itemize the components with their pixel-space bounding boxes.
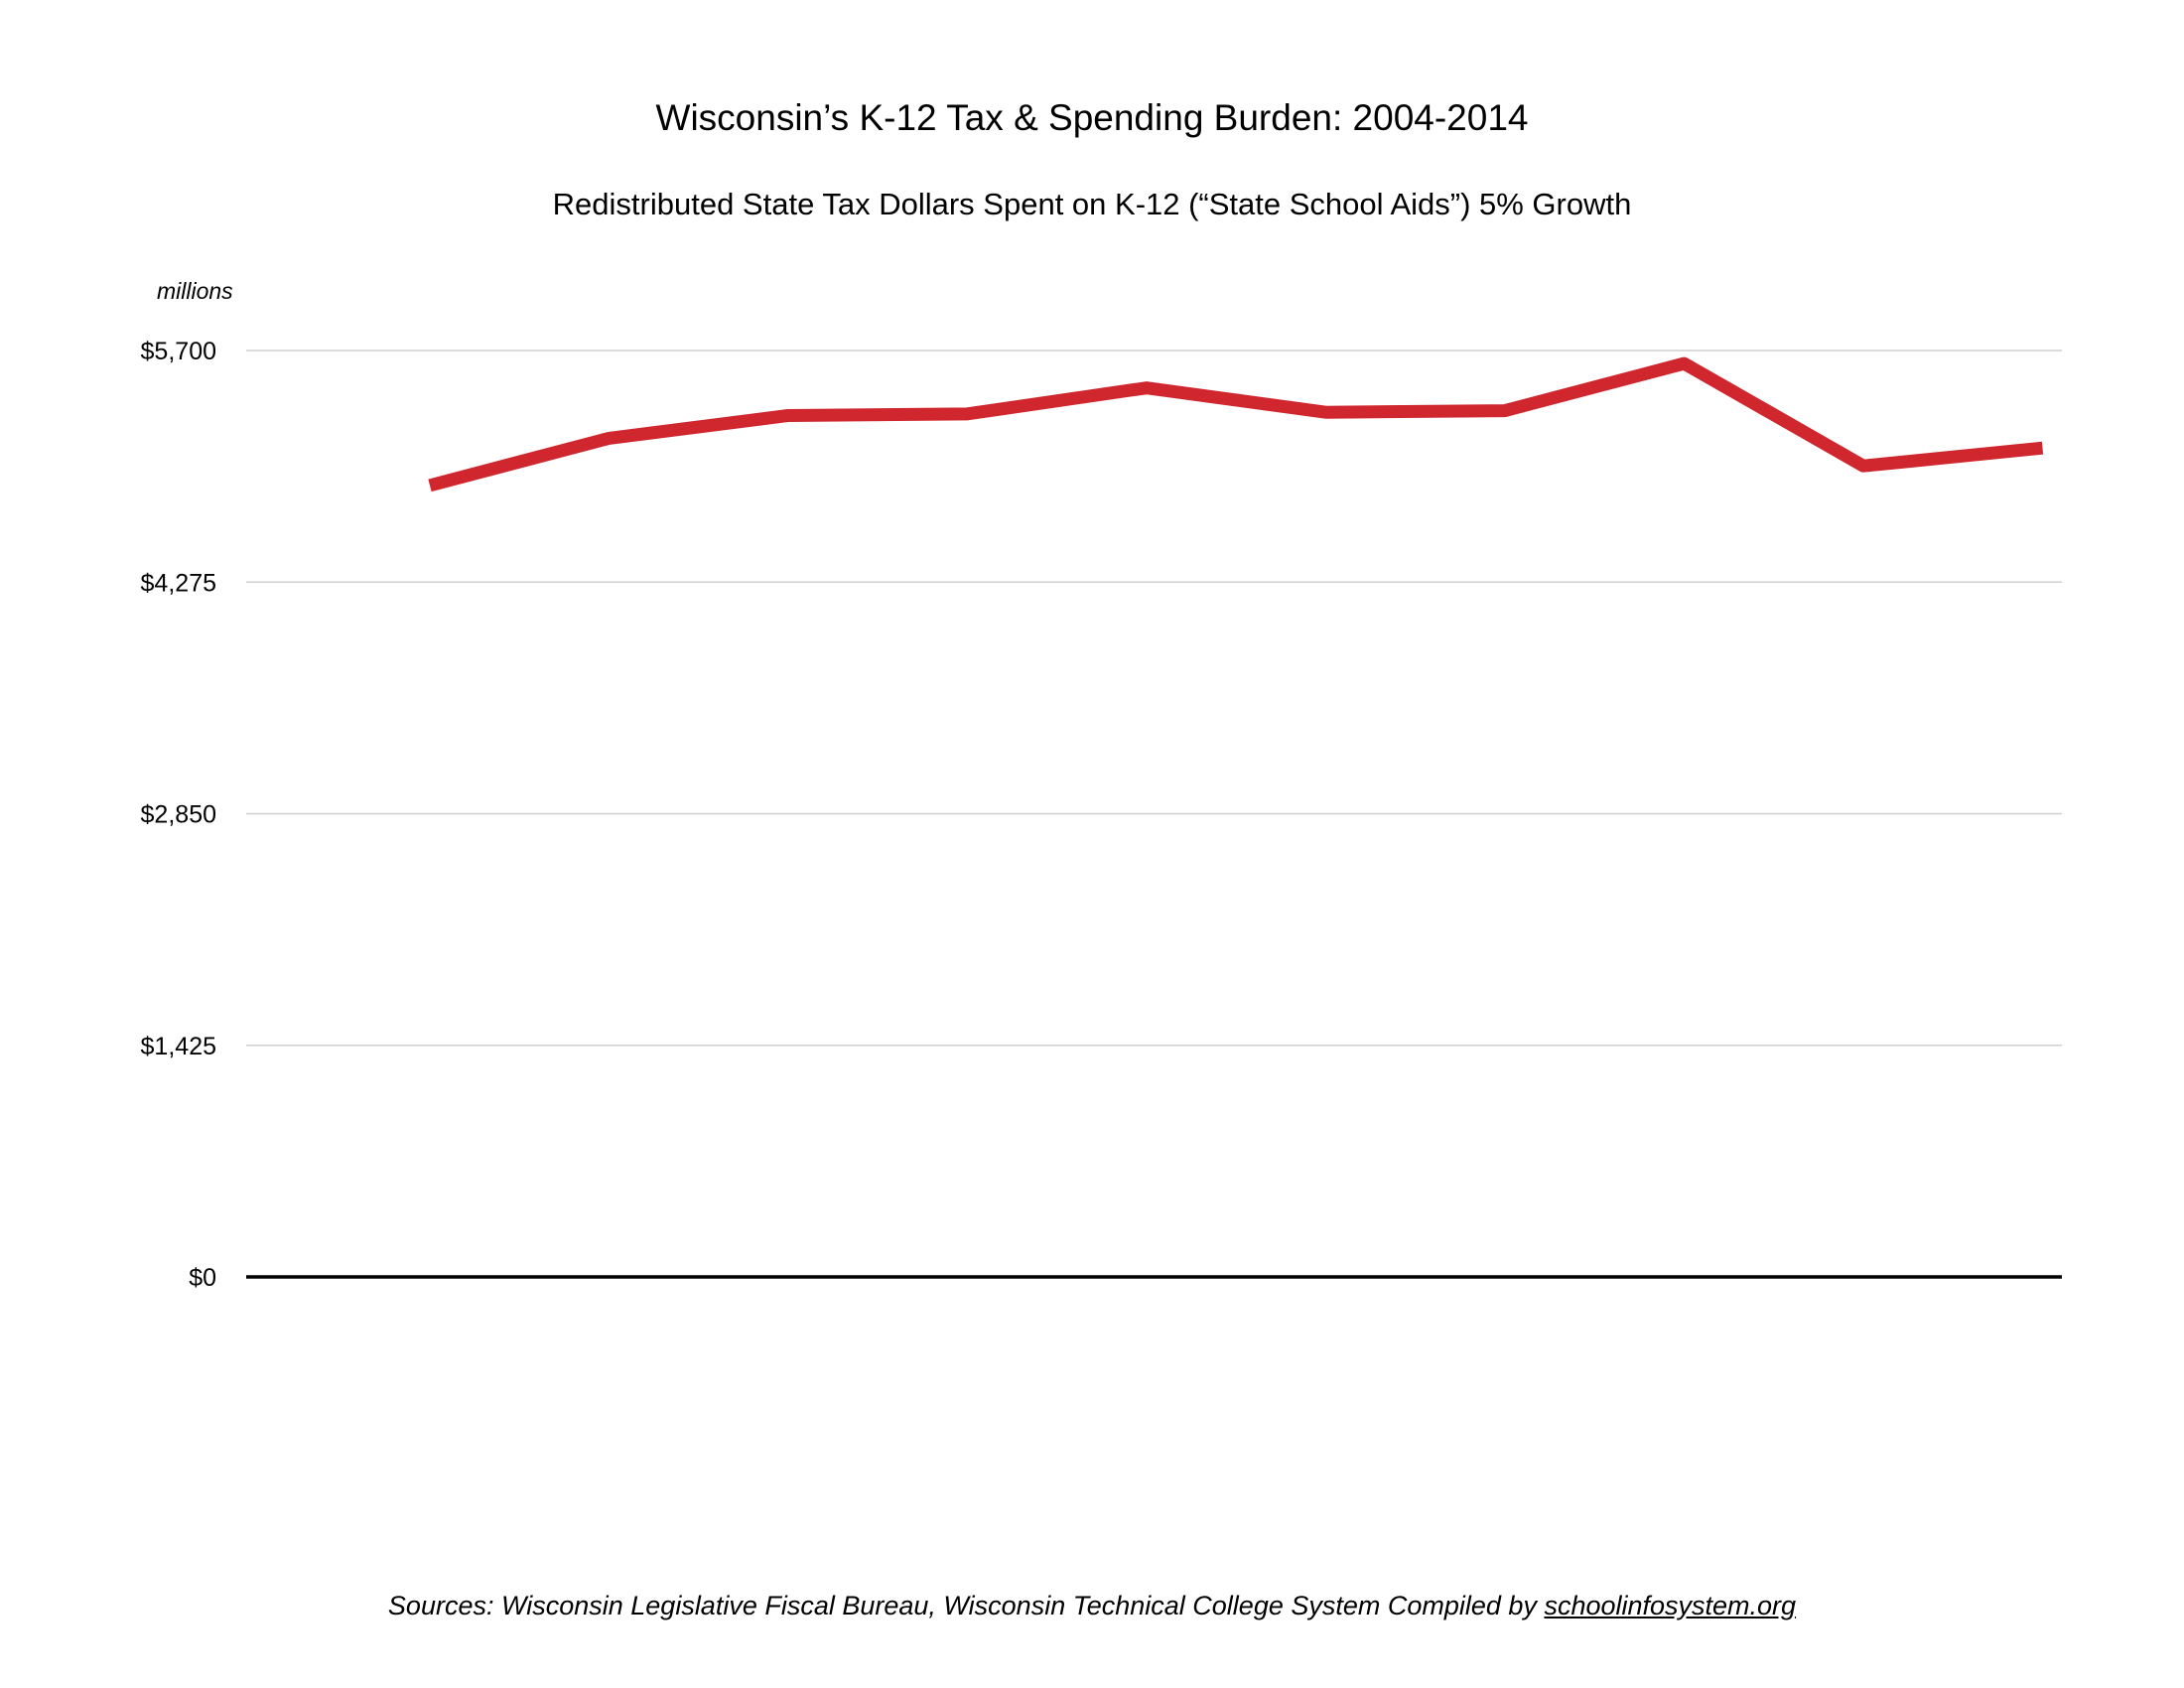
y-axis-tick-labels: $0 $1,425 $2,850 $4,275 $5,700 (141, 338, 216, 1292)
y-tick-label: $5,700 (141, 338, 216, 365)
series-line (428, 356, 2044, 492)
data-series (428, 356, 2044, 492)
chart-subtitle: Redistributed State Tax Dollars Spent on… (552, 187, 1632, 221)
source-link[interactable]: schoolinfosystem.org (1544, 1591, 1797, 1620)
gridlines (246, 350, 2062, 1047)
y-tick-label: $2,850 (141, 801, 216, 829)
chart-title: Wisconsin’s K-12 Tax & Spending Burden: … (655, 97, 1529, 138)
y-tick-label: $0 (189, 1264, 216, 1292)
y-tick-label: $4,275 (141, 569, 216, 597)
sources-text: Sources: Wisconsin Legislative Fiscal Bu… (387, 1591, 1545, 1620)
y-axis-units-label: millions (157, 278, 233, 304)
y-tick-label: $1,425 (141, 1033, 216, 1060)
sources-footer: Sources: Wisconsin Legislative Fiscal Bu… (0, 1591, 2184, 1621)
